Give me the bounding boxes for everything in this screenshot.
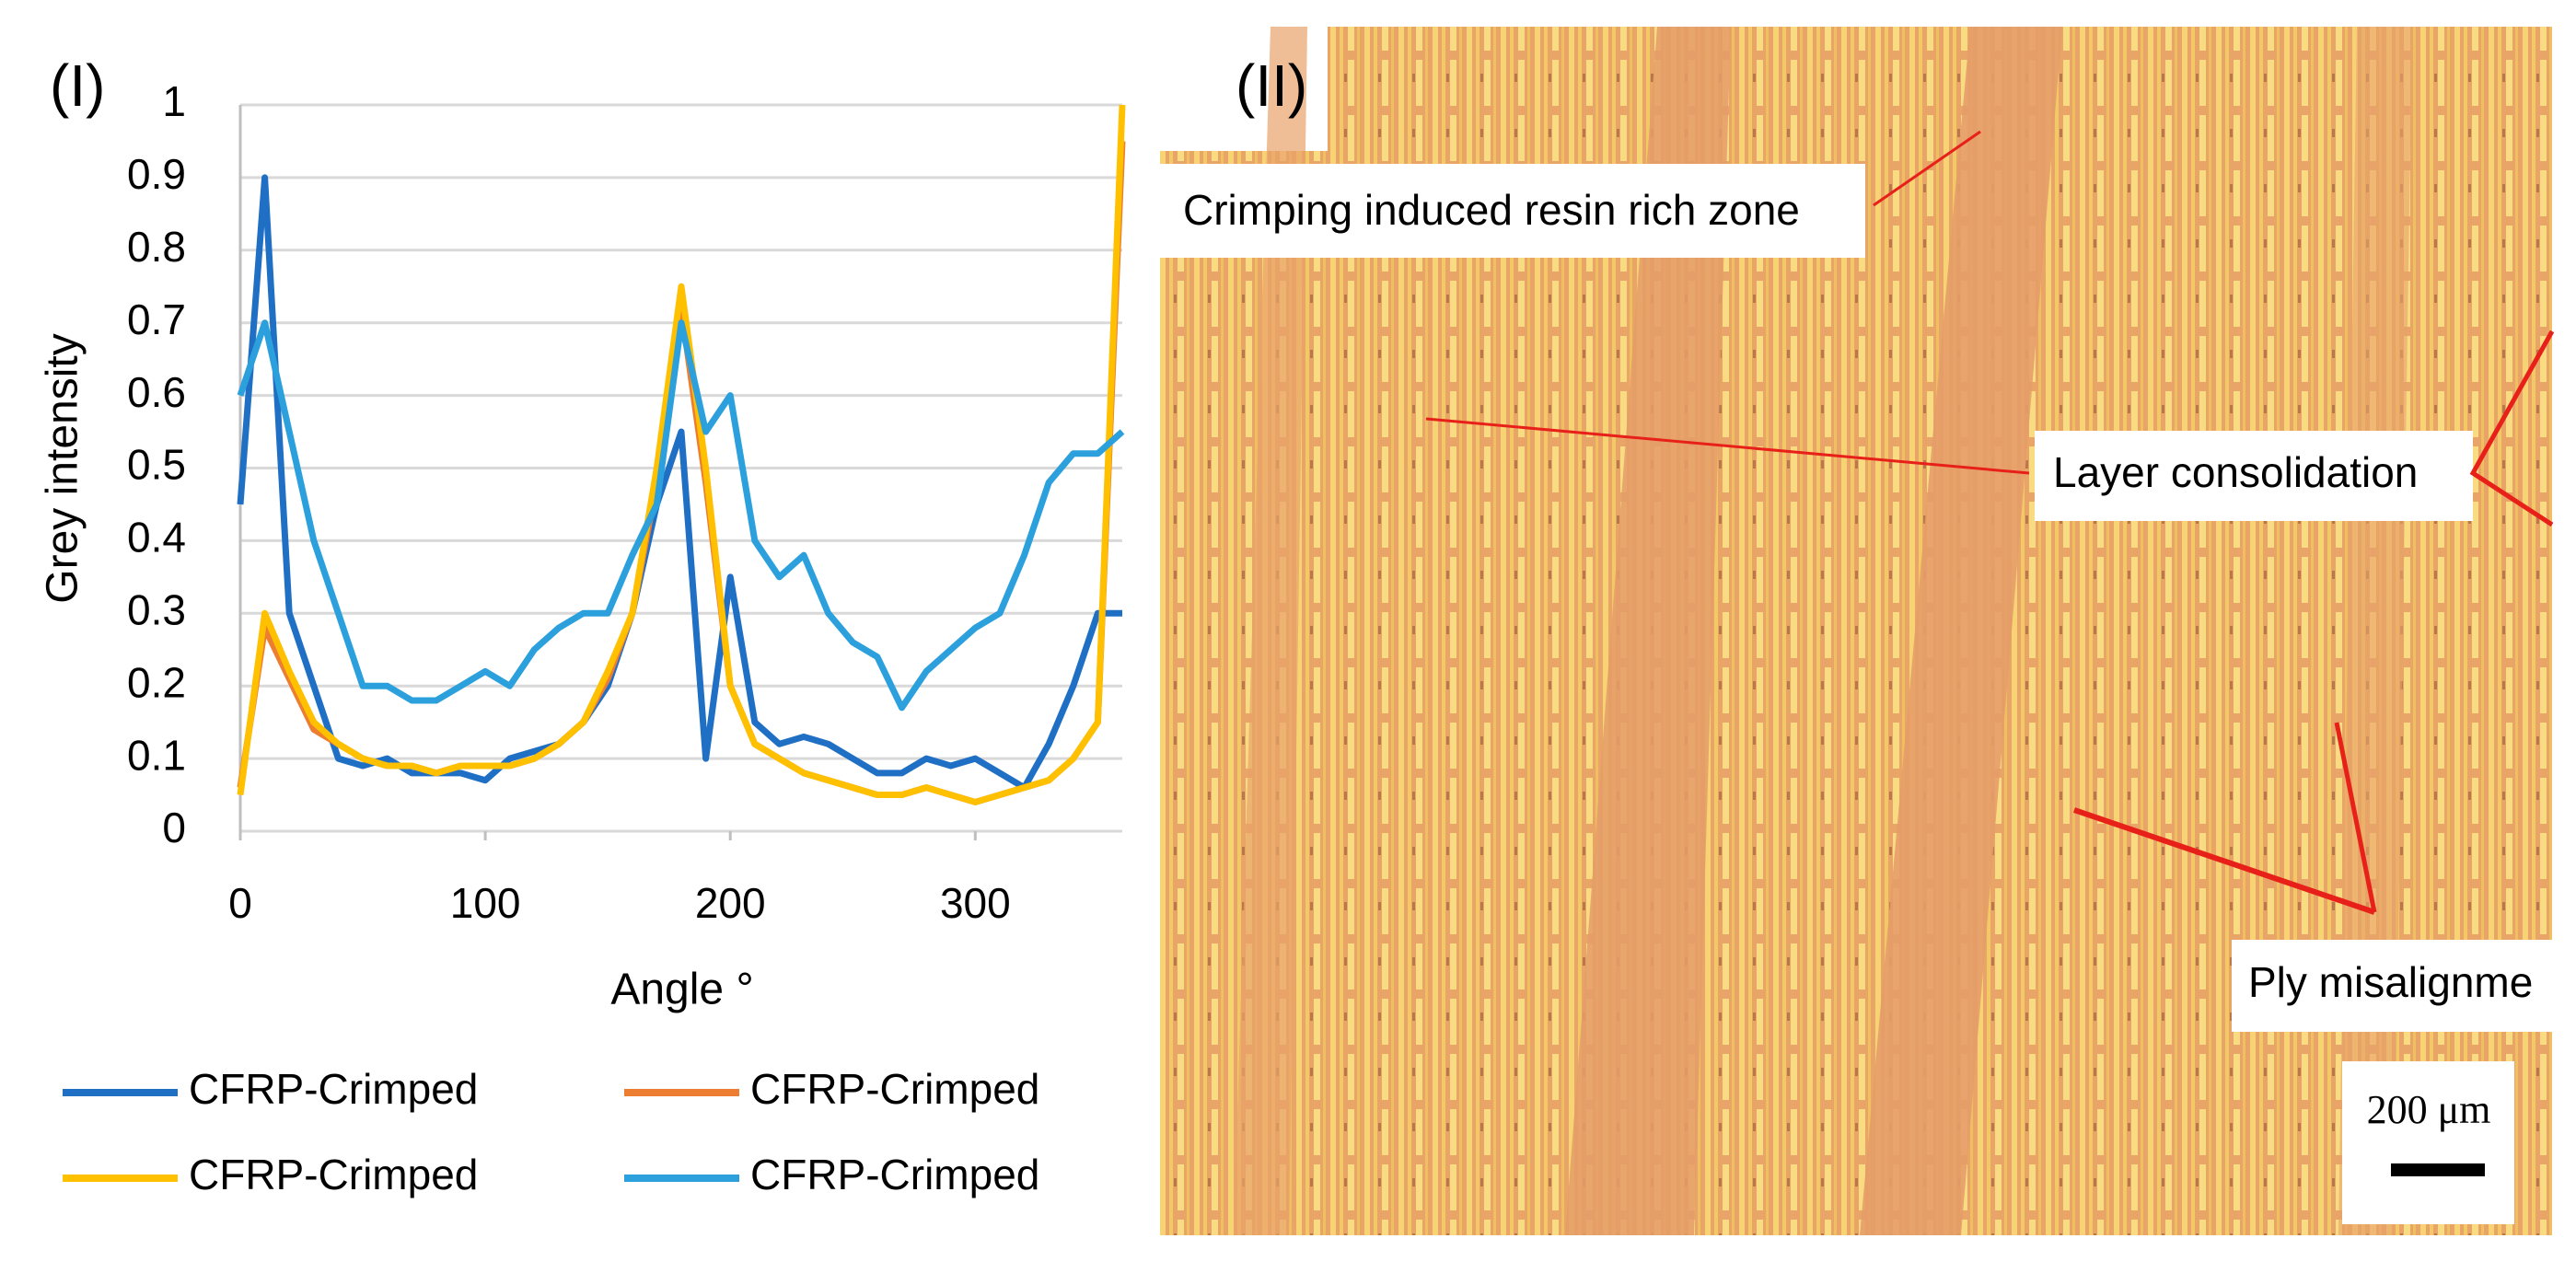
panel-label: (I) bbox=[50, 52, 105, 119]
scale-box bbox=[2342, 1061, 2514, 1224]
y-tick-label: 0.2 bbox=[127, 658, 186, 706]
y-tick-label: 0 bbox=[162, 804, 186, 851]
annotation: Ply misalignme bbox=[2248, 958, 2533, 1006]
x-tick-label: 300 bbox=[940, 879, 1011, 927]
micrograph-image bbox=[1160, 27, 2552, 1235]
x-axis-label: Angle ° bbox=[610, 966, 753, 1014]
series-line bbox=[237, 319, 1125, 712]
resin-zone bbox=[2338, 27, 2412, 1235]
y-tick-label: 0.7 bbox=[127, 295, 186, 343]
series-line bbox=[237, 174, 1122, 792]
panel-label: (II) bbox=[1236, 52, 1307, 119]
legend-label: CFRP-Crimped bbox=[750, 1151, 1039, 1198]
x-tick-label: 0 bbox=[228, 879, 252, 927]
legend-label: CFRP-Crimped bbox=[189, 1065, 478, 1113]
y-axis-label: Grey intensity bbox=[39, 333, 87, 603]
scale-label: 200 μm bbox=[2367, 1087, 2491, 1132]
y-tick-label: 0.9 bbox=[127, 150, 186, 198]
legend-label: CFRP-Crimped bbox=[750, 1065, 1039, 1113]
y-tick-label: 0.1 bbox=[127, 731, 186, 779]
resin-zone bbox=[1234, 27, 1307, 1235]
y-tick-label: 0.3 bbox=[127, 585, 186, 633]
arrows bbox=[1425, 130, 2555, 915]
label-box bbox=[1160, 164, 1865, 258]
y-tick-label: 0.5 bbox=[127, 441, 186, 489]
label-box bbox=[2232, 940, 2552, 1032]
x-tick-label: 200 bbox=[695, 879, 766, 927]
y-tick-label: 0.8 bbox=[127, 223, 186, 271]
micrograph: (II) Crimping induced resin rich zone La… bbox=[1160, 27, 2555, 1235]
x-tick-label: 100 bbox=[450, 879, 521, 927]
resin-zone bbox=[1565, 27, 1731, 1235]
series-line bbox=[237, 104, 1126, 805]
y-tick-label: 1 bbox=[162, 77, 186, 125]
annotation: Crimping induced resin rich zone bbox=[1183, 186, 1800, 234]
label-box bbox=[2035, 431, 2473, 521]
annotation: Layer consolidation bbox=[2053, 448, 2418, 496]
y-tick-label: 0.6 bbox=[127, 368, 186, 416]
y-tick-label: 0.4 bbox=[127, 514, 186, 561]
resin-zone bbox=[1860, 27, 2062, 1235]
legend-label: CFRP-Crimped bbox=[189, 1151, 478, 1198]
line-chart: 0 0.1 0.2 0.3 0.4 0.5 0.6 0.7 0.8 0.9 1 0 100 200 300 A… bbox=[39, 77, 1126, 1198]
